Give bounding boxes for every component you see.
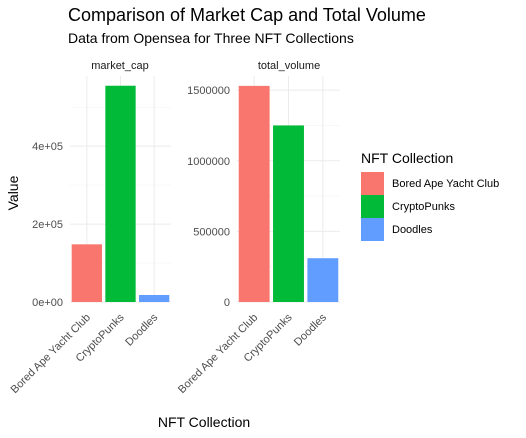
legend-label: Doodles (392, 224, 433, 236)
bar-doodles (307, 258, 339, 302)
bar-bored-ape-yacht-club (71, 244, 102, 302)
legend-key (361, 172, 384, 195)
x-tick-label: Doodles (123, 311, 160, 348)
y-tick-label: 500000 (193, 226, 230, 238)
x-axis-title: NFT Collection (158, 414, 250, 430)
y-tick-label: 4e+05 (32, 141, 63, 153)
legend-label: Bored Ape Yacht Club (392, 178, 499, 190)
legend-label: CryptoPunks (392, 201, 455, 213)
bar-doodles (139, 294, 170, 302)
y-axis-title: Value (5, 175, 21, 210)
y-tick-label: 0e+00 (32, 297, 63, 309)
facet-strip-label: market_cap (91, 60, 148, 72)
chart-subtitle: Data from Opensea for Three NFT Collecti… (68, 30, 354, 46)
y-tick-label: 1500000 (187, 85, 230, 97)
legend-key (361, 195, 384, 218)
x-tick-label: Doodles (292, 311, 329, 348)
legend: NFT Collection Bored Ape Yacht Club Crypt… (361, 150, 499, 241)
legend-key (361, 218, 384, 241)
bar-cryptopunks (105, 85, 136, 302)
bar-cryptopunks (273, 125, 304, 302)
chart-title: Comparison of Market Cap and Total Volum… (68, 5, 426, 25)
y-tick-label: 1000000 (187, 156, 230, 168)
bar-bored-ape-yacht-club (238, 85, 270, 302)
y-tick-label: 2e+05 (32, 219, 63, 231)
facet-strip-label: total_volume (258, 60, 320, 72)
y-tick-label: 0 (224, 297, 230, 309)
legend-title: NFT Collection (361, 150, 453, 166)
